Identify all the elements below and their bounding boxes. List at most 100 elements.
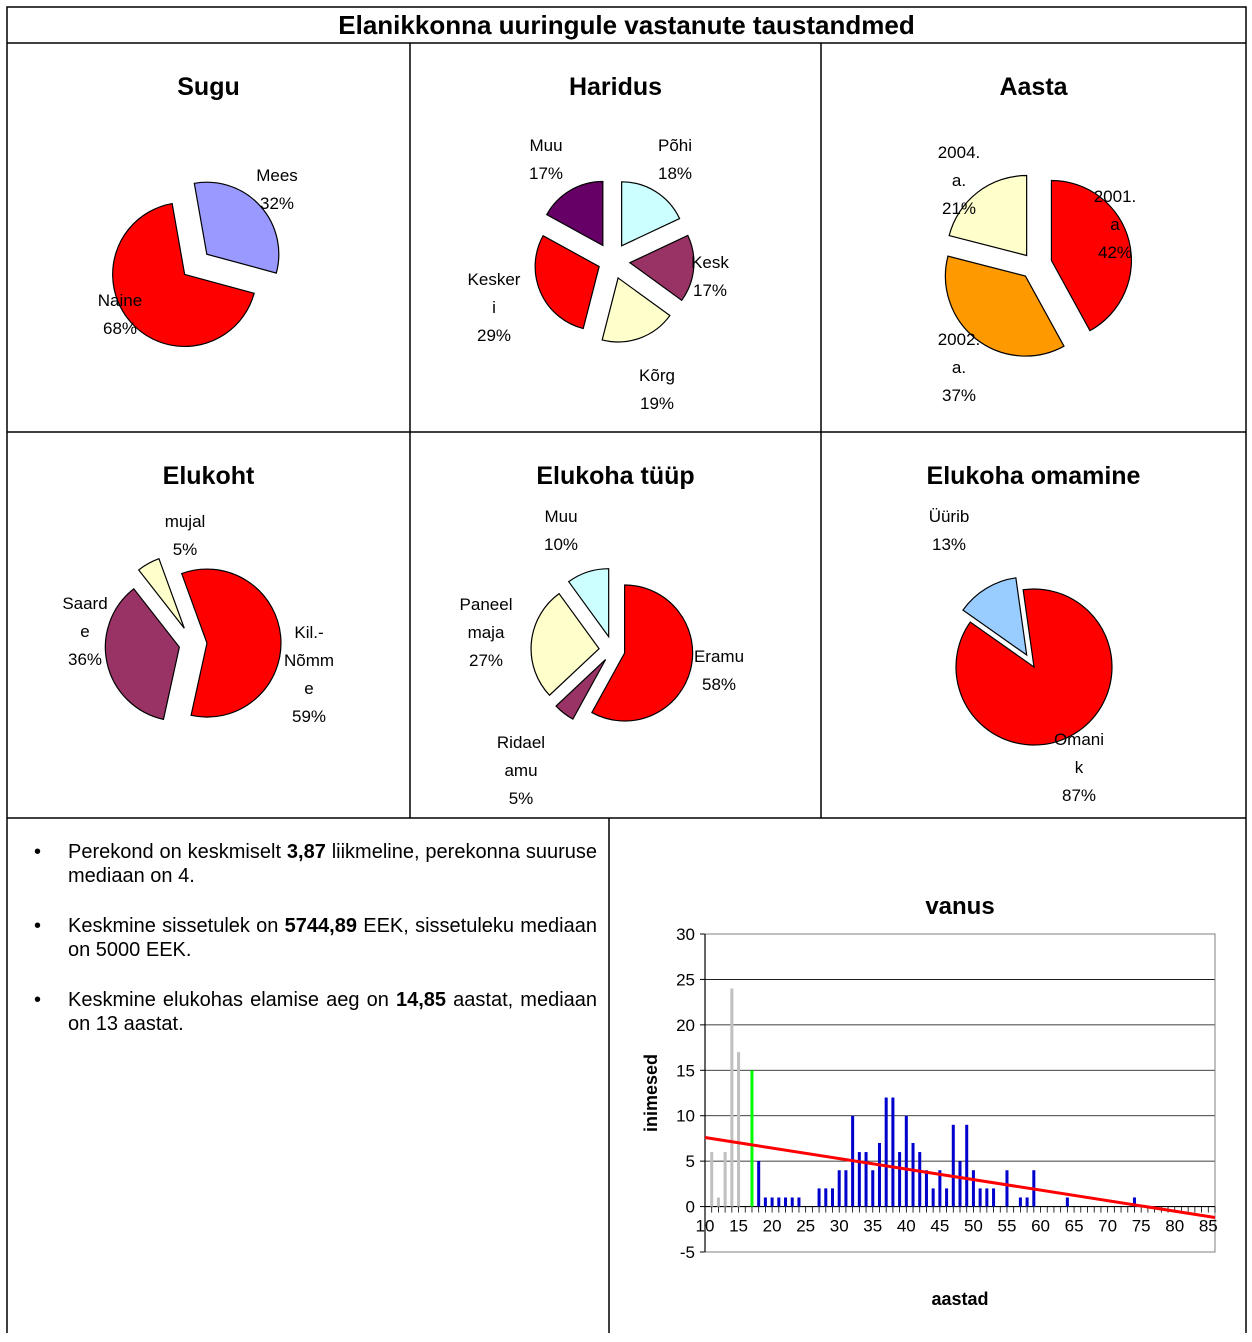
histogram-bar: [1025, 1197, 1029, 1207]
slice-label: 2002. a. 37%: [938, 330, 981, 405]
y-tick-label: 25: [676, 970, 695, 989]
stat-text: EEK, sissetuleku mediaan on 5000 EEK.: [68, 915, 597, 961]
histogram-bar: [830, 1188, 835, 1207]
histogram-bar: [971, 1170, 975, 1207]
histogram-bar: [871, 1170, 875, 1207]
stat-text: Perekond on keskmiselt: [68, 841, 287, 863]
histogram-bar: [723, 1152, 727, 1207]
x-tick-label: 80: [1165, 1217, 1184, 1236]
x-tick-label: 65: [1065, 1217, 1084, 1236]
histogram-bar: [750, 1070, 754, 1207]
pie-slice: [112, 202, 255, 347]
stat-item-residence: Keskmine elukohas elamise aeg on 14,85 a…: [32, 988, 597, 1036]
pie-slice: [193, 181, 280, 274]
pie-slice: [180, 568, 282, 718]
pie-slice: [948, 174, 1028, 257]
histogram-bar: [1065, 1197, 1069, 1207]
pie-title: Haridus: [569, 73, 662, 101]
histogram-bar: [958, 1161, 962, 1207]
pie-slice: [1050, 179, 1133, 332]
histogram-bar: [777, 1197, 781, 1207]
slice-label: Põhi 18%: [658, 136, 692, 183]
histogram-bar: [737, 1052, 741, 1207]
stat-text: Keskmine sissetulek on: [68, 915, 285, 937]
chart-title: vanus: [925, 893, 994, 920]
stat-text: Keskmine elukohas elamise aeg on: [68, 989, 396, 1011]
histogram-bar: [716, 1197, 720, 1207]
y-tick-label: 0: [686, 1198, 695, 1217]
stat-value: 14,85: [395, 989, 447, 1011]
pie-chart-elukoht: Elukoht Kil.-Nõmm e 59% Saard e 36% mujal 5%: [62, 462, 334, 726]
histogram-bar: [992, 1188, 996, 1207]
stat-text: aastat, mediaan on 13 aastat.: [68, 989, 598, 1035]
slice-label: Omani k 87%: [1054, 730, 1104, 805]
pie-title: Elukoht: [163, 462, 255, 490]
x-tick-label: 75: [1132, 1217, 1151, 1236]
pie-slice: [567, 568, 610, 639]
outer-border: [6, 6, 1247, 1333]
pie-chart-elukoha-tyyp: Elukoha tüüp Eramu 58% Ridael amu 5% Paneel maj…: [460, 462, 745, 808]
stat-text: liikmeline, perekonna suuruse mediaan on…: [68, 841, 597, 887]
histogram-bar: [784, 1197, 788, 1207]
slice-label: mujal 5%: [165, 512, 206, 559]
pie-slice: [621, 181, 681, 247]
histogram-bar: [837, 1170, 841, 1207]
histogram-bar: [985, 1188, 989, 1207]
stats-list: Perekond on keskmiselt 3,87 liikmeline, …: [32, 840, 597, 1062]
x-tick-label: 50: [964, 1217, 983, 1236]
y-tick-label: -5: [680, 1243, 695, 1262]
stat-value: 5744,89: [284, 915, 357, 937]
slice-label: Ridael amu 5%: [497, 733, 545, 808]
x-tick-label: 35: [863, 1217, 882, 1236]
histogram-bar: [931, 1188, 935, 1207]
pie-chart-haridus: Haridus Põhi 18% Kesk 17% Kõrg 19% Kesker i 29% Mu…: [468, 73, 730, 413]
pie-title: Sugu: [177, 73, 240, 101]
pie-slice: [601, 276, 671, 343]
pie-chart-aasta: Aasta 2001. a 42% 2002. a. 37% 2004. a. 21%: [938, 73, 1137, 405]
pie-slice: [591, 584, 694, 722]
pie-slice: [962, 577, 1028, 657]
histogram-bar: [945, 1188, 949, 1207]
slice-label: Paneel maja 27%: [460, 595, 513, 670]
histogram-bar: [978, 1188, 982, 1207]
pie-title: Aasta: [999, 73, 1068, 101]
pie-slice: [104, 587, 180, 721]
slice-label: Üürib 13%: [929, 507, 970, 554]
pie-slice: [534, 234, 600, 330]
y-tick-label: 15: [676, 1061, 695, 1080]
histogram-bar: [951, 1124, 955, 1207]
x-tick-label: 45: [930, 1217, 949, 1236]
pie-slice: [944, 255, 1065, 357]
stat-value: 3,87: [286, 841, 326, 863]
histogram-bar: [965, 1124, 969, 1207]
stat-item-family: Perekond on keskmiselt 3,87 liikmeline, …: [32, 840, 597, 888]
histogram-bar: [797, 1197, 801, 1207]
histogram-bar: [1132, 1197, 1136, 1207]
x-tick-label: 30: [830, 1217, 849, 1236]
x-tick-label: 85: [1199, 1217, 1218, 1236]
pie-slice: [555, 659, 607, 720]
histogram-bar: [911, 1142, 915, 1207]
x-tick-label: 55: [998, 1217, 1017, 1236]
histogram-bar: [857, 1152, 861, 1207]
slice-label: Kil.-Nõmm e 59%: [284, 623, 334, 726]
histogram-bar: [824, 1188, 828, 1207]
slice-label: Eramu 58%: [694, 647, 744, 694]
histogram-bar: [757, 1161, 761, 1207]
histogram-bar: [710, 1152, 714, 1207]
slice-label: Muu 17%: [529, 136, 563, 183]
slice-label: Kesker i 29%: [468, 270, 521, 345]
pie-slice: [137, 557, 185, 629]
trend-line: [704, 1136, 1216, 1219]
x-tick-label: 15: [729, 1217, 748, 1236]
pie-slice: [545, 180, 604, 247]
histogram-bar: [1005, 1170, 1009, 1207]
histogram-bar: [864, 1152, 868, 1207]
histogram-bar: [877, 1142, 881, 1207]
histogram-bar: [790, 1197, 794, 1207]
histogram-bar: [1018, 1197, 1022, 1207]
histogram-bar: [898, 1152, 902, 1207]
y-tick-label: 30: [676, 925, 695, 944]
pie-title: Elukoha omamine: [927, 462, 1141, 490]
